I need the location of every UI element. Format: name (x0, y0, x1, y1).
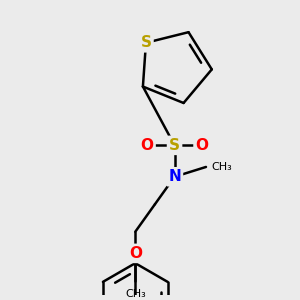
Text: CH₃: CH₃ (125, 289, 146, 299)
Text: O: O (129, 246, 142, 261)
Text: N: N (168, 169, 181, 184)
Text: CH₃: CH₃ (211, 162, 232, 172)
Text: O: O (196, 138, 208, 153)
Text: S: S (140, 35, 152, 50)
Text: S: S (169, 138, 180, 153)
Text: O: O (141, 138, 154, 153)
